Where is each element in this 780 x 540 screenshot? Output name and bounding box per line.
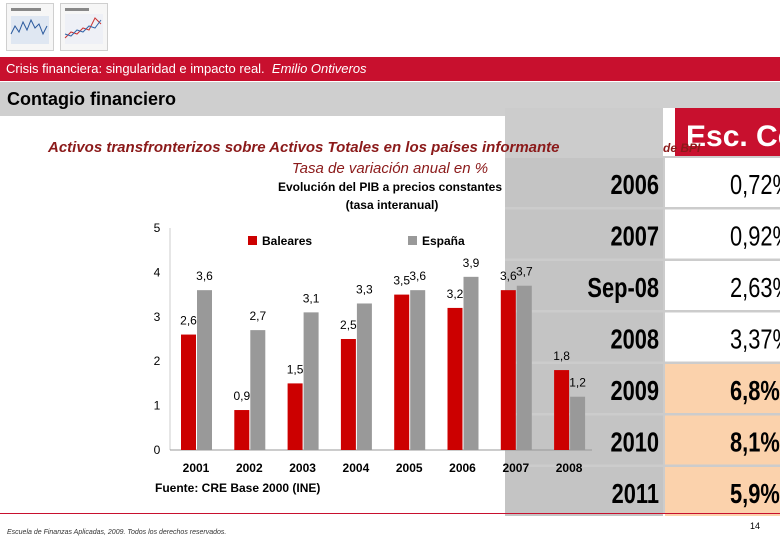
- bar-espana-2002: [250, 330, 266, 450]
- data-label-espana-2002: 2,7: [249, 309, 266, 323]
- table-value-2009: 6,8%: [730, 375, 780, 406]
- bar-espana-2005: [410, 290, 426, 450]
- x-tick-label-2005: 2005: [396, 461, 423, 475]
- legend-swatch-baleares: [248, 236, 257, 245]
- x-tick-label-2001: 2001: [183, 461, 210, 475]
- table-year-Sep-08: Sep-08: [587, 272, 659, 303]
- table-header-label: Esc. Ce: [686, 120, 780, 153]
- data-label-baleares-2001: 2,6: [180, 314, 197, 328]
- page-number: 14: [750, 521, 761, 531]
- table-value-cell: [665, 415, 780, 465]
- table-year-2008: 2008: [610, 324, 659, 355]
- gdp-chart: Evolución del PIB a precios constantes (…: [154, 180, 592, 495]
- table-year-cell: [505, 209, 663, 259]
- data-label-baleares-2005: 3,5: [393, 274, 410, 288]
- x-tick-label-2002: 2002: [236, 461, 263, 475]
- y-tick-label-5: 5: [154, 221, 161, 235]
- table-value-cell: [665, 261, 780, 310]
- footer-line: [0, 513, 780, 514]
- data-label-baleares-2006: 3,2: [447, 287, 464, 301]
- table-value-cell: [665, 312, 780, 362]
- table-year-2009: 2009: [610, 375, 659, 406]
- presentation-title: Crisis financiera: singularidad e impact…: [6, 61, 265, 76]
- legend-label-espana: España: [422, 234, 465, 248]
- thumbnail-chart-left: [6, 3, 54, 51]
- table-value-cell: [665, 467, 780, 516]
- data-label-baleares-2002: 0,9: [233, 389, 250, 403]
- chart-subtitle: (tasa interanual): [346, 198, 439, 212]
- table-value-2008: 3,37%: [730, 324, 780, 355]
- table-value-cell: [665, 158, 780, 207]
- table-value-2011: 5,9%: [730, 478, 780, 509]
- overlay-title-line2: Tasa de variación anual en %: [292, 160, 488, 177]
- thumbnail-group: [6, 3, 108, 51]
- bar-espana-2004: [356, 303, 372, 450]
- bar-espana-2006: [463, 276, 479, 450]
- header-bar: [0, 57, 780, 81]
- table-value-2007: 0,92%: [730, 221, 780, 252]
- bar-baleares-2006: [447, 307, 463, 450]
- legend-label-baleares: Baleares: [262, 234, 312, 248]
- table-year-2010: 2010: [610, 427, 659, 458]
- header-title: Crisis financiera: singularidad e impact…: [6, 61, 367, 76]
- table-year-2007: 2007: [610, 221, 659, 252]
- y-tick-label-2: 2: [154, 354, 161, 368]
- table-year-2006: 2006: [610, 169, 659, 200]
- table-year-2011: 2011: [612, 478, 659, 509]
- data-label-espana-2001: 3,6: [196, 269, 213, 283]
- x-tick-label-2008: 2008: [556, 461, 583, 475]
- table-year-cell: [505, 158, 663, 207]
- table-header-fill: [675, 108, 780, 156]
- data-label-espana-2007: 3,7: [516, 265, 533, 279]
- bar-baleares-2005: [394, 294, 410, 450]
- thumbnail-chart-right: [60, 3, 108, 51]
- legend-swatch-espana: [408, 236, 417, 245]
- table-value-cell: [665, 209, 780, 259]
- data-label-espana-2005: 3,6: [409, 269, 426, 283]
- data-label-espana-2004: 3,3: [356, 282, 373, 296]
- chart-source: Fuente: CRE Base 2000 (INE): [155, 481, 320, 495]
- overlay-title-line1: Activos transfronterizos sobre Activos T…: [47, 139, 560, 156]
- data-label-espana-2008: 1,2: [569, 376, 586, 390]
- x-tick-label-2004: 2004: [343, 461, 370, 475]
- presentation-author: Emilio Ontiveros: [271, 61, 367, 76]
- bar-baleares-2003: [287, 383, 303, 450]
- x-tick-label-2007: 2007: [502, 461, 529, 475]
- data-label-baleares-2004: 2,5: [340, 318, 357, 332]
- y-tick-label-4: 4: [154, 265, 161, 279]
- y-tick-label-1: 1: [154, 399, 161, 413]
- chart-title: Evolución del PIB a precios constantes: [278, 180, 502, 194]
- table-year-cell: [505, 467, 663, 516]
- x-tick-label-2006: 2006: [449, 461, 476, 475]
- footer-text: Escuela de Finanzas Aplicadas, 2009. Tod…: [7, 529, 227, 536]
- data-label-baleares-2003: 1,5: [287, 362, 304, 376]
- section-title: Contagio financiero: [7, 89, 177, 109]
- x-tick-label-2003: 2003: [289, 461, 316, 475]
- bar-baleares-2008: [554, 370, 570, 450]
- table-value-2010: 8,1%: [730, 427, 780, 458]
- bar-espana-2008: [570, 396, 586, 450]
- y-tick-label-0: 0: [154, 443, 161, 457]
- data-label-espana-2006: 3,9: [463, 256, 480, 270]
- bar-baleares-2001: [181, 334, 196, 450]
- forecast-table: Esc. Ce 2006 0,72% 2007 0,92% Sep-08 2,63% 2008…: [505, 108, 780, 516]
- data-label-baleares-2007: 3,6: [500, 269, 517, 283]
- bar-espana-2001: [197, 290, 212, 450]
- bar-baleares-2002: [234, 410, 250, 450]
- table-value-Sep-08: 2,63%: [730, 272, 780, 303]
- data-label-baleares-2008: 1,8: [553, 349, 570, 363]
- data-label-espana-2003: 3,1: [303, 291, 320, 305]
- bar-baleares-2004: [340, 339, 356, 450]
- table-value-cell: [665, 364, 780, 413]
- bar-baleares-2007: [500, 290, 516, 450]
- overlay-title-fragment: de BPI: [663, 141, 701, 155]
- y-tick-label-3: 3: [154, 310, 161, 324]
- bar-espana-2007: [516, 285, 532, 450]
- table-value-2006: 0,72%: [730, 169, 780, 200]
- bar-espana-2003: [303, 312, 319, 450]
